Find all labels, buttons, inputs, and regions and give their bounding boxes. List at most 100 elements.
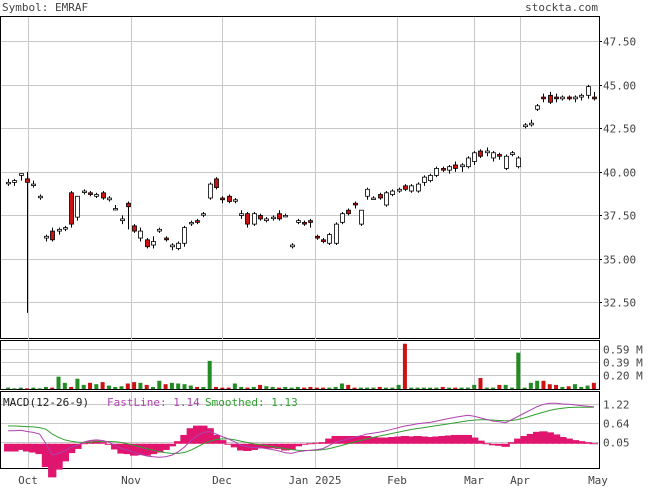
macd-histogram-bar	[123, 443, 132, 455]
volume-bar	[176, 383, 181, 389]
volume-bar	[560, 386, 565, 389]
candle-up	[428, 174, 433, 182]
candle-down	[403, 185, 408, 190]
macd-histogram-bar	[507, 442, 517, 444]
axis-labels: Oct Nov Dec Jan 2025 Feb Mar Apr May 47.50 45.00 4…	[18, 36, 643, 488]
volume-bar	[283, 386, 288, 389]
volume-bar	[245, 387, 250, 389]
macd-histogram-bar	[325, 438, 334, 444]
candle-up	[19, 173, 24, 176]
candle-down	[227, 195, 232, 202]
macd-fast-line	[8, 402, 594, 458]
candle-up	[107, 197, 112, 201]
macd-histogram-bar	[400, 435, 410, 444]
macd-histogram-bar	[35, 443, 44, 455]
price-tick-label: 35.00	[603, 254, 636, 267]
candle-down	[315, 235, 320, 239]
volume-bar	[188, 385, 193, 389]
volume-bar	[516, 352, 521, 389]
macd-histogram-bar	[488, 443, 498, 446]
candle-up	[529, 122, 534, 126]
candle-down	[88, 192, 93, 195]
candle-down	[548, 94, 553, 103]
volume-bar	[81, 384, 86, 389]
x-tick-label: Apr	[510, 474, 530, 486]
candle-down	[302, 221, 307, 225]
volume-tick-label: 0.59 M	[603, 344, 643, 357]
candle-up	[233, 199, 238, 202]
macd-histogram-bar	[501, 443, 510, 447]
volume-bar	[270, 386, 275, 389]
macd-histogram-bar	[142, 443, 151, 456]
volume-bar	[547, 384, 552, 389]
volume-bar	[453, 387, 458, 389]
price-tick-label: 47.50	[603, 36, 636, 49]
volume-bar	[163, 384, 168, 389]
candle-up	[201, 213, 206, 216]
candle-down	[50, 230, 55, 241]
candle-down	[195, 220, 200, 223]
candle-up	[75, 195, 80, 218]
x-tick-label: Jan 2025	[289, 474, 342, 486]
volume-bar	[402, 343, 407, 389]
macd-histogram-bar	[526, 433, 536, 444]
candle-up	[94, 194, 99, 197]
macd-histogram-bar	[577, 441, 586, 444]
macd-histogram-bar	[48, 443, 57, 478]
macd-histogram-bar	[457, 434, 466, 444]
macd-histogram-bar	[161, 443, 170, 450]
candle-down	[126, 202, 131, 208]
candle-up	[516, 157, 521, 168]
macd-histogram-bar	[281, 443, 290, 451]
macd-histogram-bar	[98, 442, 107, 444]
volume-bar	[491, 387, 496, 389]
macd-histogram-bar	[104, 443, 114, 445]
volume-bar	[478, 378, 483, 389]
volume-bar	[289, 387, 294, 389]
macd-histogram-bar	[425, 437, 435, 444]
candle-up	[252, 213, 257, 225]
candle-up	[422, 176, 427, 183]
macd-histogram-bar	[237, 443, 246, 451]
macd-histogram-bar	[224, 443, 233, 445]
candle-up	[239, 213, 244, 216]
macd-histogram-bar	[419, 436, 428, 444]
volume-bar	[132, 382, 137, 389]
macd-histogram-bar	[381, 437, 391, 444]
volume-bar	[572, 384, 577, 389]
volume-bar	[535, 380, 540, 389]
macd-histogram-bar	[470, 437, 479, 444]
macd-histogram-bar	[583, 442, 592, 444]
volume-bar	[409, 387, 414, 389]
macd-histogram-bar	[331, 435, 340, 444]
macd-histogram-bar	[570, 440, 580, 444]
macd-histogram-bar	[564, 438, 573, 444]
candle-up	[472, 152, 477, 162]
macd-histogram-bar	[306, 443, 315, 445]
candle-up	[416, 183, 421, 192]
macd-histogram-bar	[54, 443, 63, 470]
candle-down	[567, 96, 572, 100]
candle-down	[478, 150, 483, 157]
x-tick-label: May	[588, 474, 608, 486]
volume-bar	[144, 384, 149, 389]
macd-histogram-bar	[545, 432, 554, 444]
macd-series	[4, 402, 598, 478]
x-tick-label: Dec	[212, 474, 232, 486]
volume-bar	[566, 386, 571, 389]
candle-up	[510, 152, 515, 155]
candle-up	[485, 150, 490, 154]
candle-down	[25, 178, 30, 183]
macd-histogram-bar	[174, 441, 183, 444]
candle-down	[453, 164, 458, 169]
candle-down	[145, 239, 150, 248]
candle-up	[208, 183, 213, 199]
candle-down	[541, 96, 546, 100]
volume-bar	[541, 380, 546, 389]
macd-histogram-bar	[249, 443, 258, 450]
candlestick-series	[6, 84, 597, 313]
macd-histogram-bar	[268, 443, 277, 449]
macd-histogram-bar	[463, 434, 473, 444]
grid-layer	[1, 17, 602, 468]
